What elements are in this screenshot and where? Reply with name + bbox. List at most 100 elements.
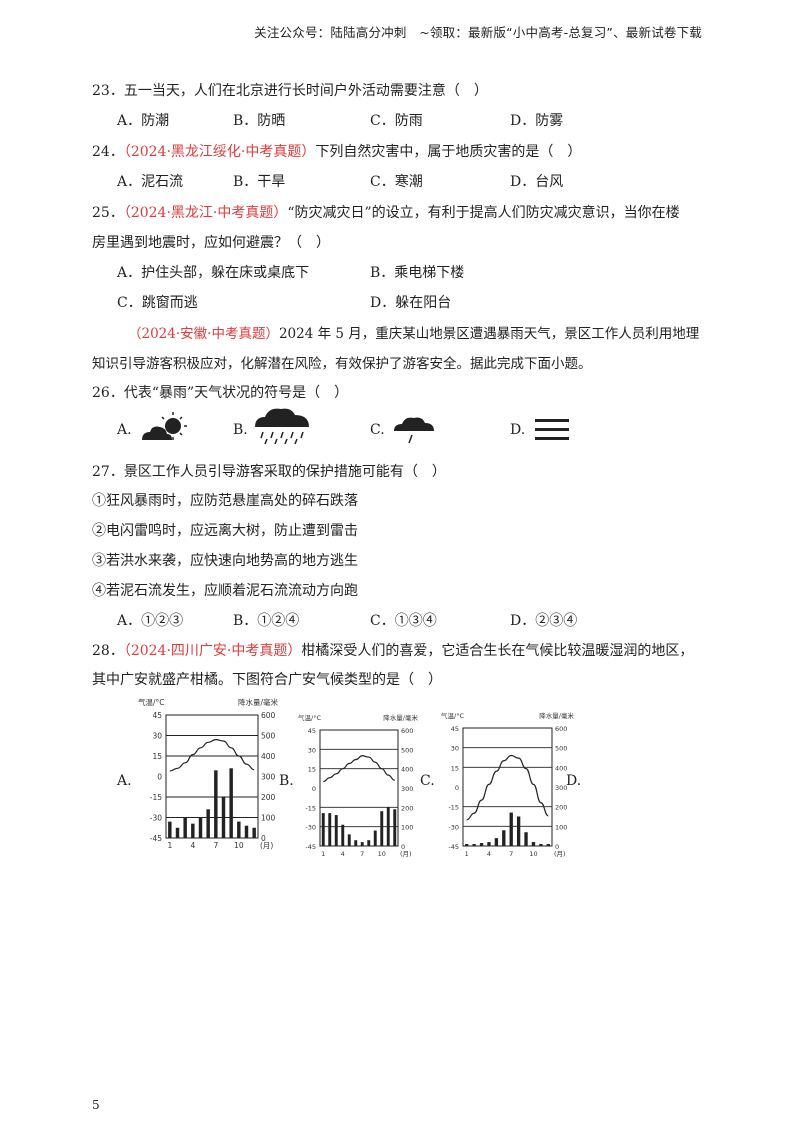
precipitation-bar: [386, 807, 390, 846]
temp-tick-label: 30: [451, 745, 459, 753]
q25-source: （2024·黑龙江·中考真题）: [123, 205, 288, 221]
precipitation-bar: [502, 830, 506, 846]
q27-item-2: ②电闪雷鸣时，应远离大树，防止遭到雷击: [92, 523, 358, 539]
precipitation-bar: [183, 817, 187, 838]
temp-tick-label: -15: [150, 793, 162, 802]
q27-option-d[interactable]: D．②③④: [510, 613, 578, 629]
q23-option-d[interactable]: D．防雾: [510, 113, 564, 129]
q24-option-b[interactable]: B．干旱: [233, 174, 286, 190]
month-tick-label: (月): [260, 841, 273, 850]
q23-option-a[interactable]: A．防潮: [117, 113, 170, 129]
precip-tick-label: 300: [261, 773, 276, 782]
temp-tick-label: 30: [152, 732, 162, 741]
partly-cloudy-icon: [142, 412, 187, 440]
precip-axis-title: 降水量/毫米: [539, 711, 574, 720]
month-tick-label: 10: [234, 841, 244, 850]
temp-tick-label: 45: [308, 727, 316, 735]
temp-tick-label: -15: [448, 804, 459, 812]
q24-source: （2024·黑龙江绥化·中考真题）: [123, 144, 316, 160]
passage-line1: （2024·安徽·中考真题）2024 年 5 月，重庆某山地景区遭遇暴雨天气，景…: [128, 322, 699, 342]
climate-chart-a: 气温/°C 降水量/毫米 45 30 15 0 -15 -30 -45 600 500 400 300 2…: [138, 697, 280, 856]
q26-option-b-label[interactable]: B.: [233, 422, 248, 438]
q27-option-b[interactable]: B．①②④: [233, 613, 300, 629]
passage-source: （2024·安徽·中考真题）: [128, 326, 279, 342]
q23-option-c[interactable]: C．防雨: [370, 113, 423, 129]
precip-axis-title: 降水量/毫米: [238, 697, 279, 707]
chart-frame: [319, 729, 399, 847]
q24-stem-line: 24．（2024·黑龙江绥化·中考真题）下列自然灾害中，属于地质灾害的是（ ）: [92, 141, 581, 161]
q28-option-d-label[interactable]: D.: [566, 773, 582, 789]
precipitation-bar: [373, 830, 377, 846]
q25-stem1: “防灾减灾日”的设立，有利于提高人们防灾减灾意识，当你在楼: [287, 205, 680, 221]
temp-tick-label: -30: [448, 823, 459, 831]
month-tick-label: 7: [509, 850, 513, 858]
precip-tick-label: 400: [555, 764, 567, 772]
q28-number: 28．: [92, 643, 124, 659]
temp-axis-title: 气温/°C: [441, 711, 464, 720]
temp-tick-label: 0: [455, 784, 459, 792]
chart-frame: [165, 714, 259, 839]
q25-option-d[interactable]: D．躲在阳台: [370, 295, 452, 311]
q28-source: （2024·四川广安·中考真题）: [123, 643, 302, 659]
precip-tick-label: 300: [555, 784, 567, 792]
q26-option-c-label[interactable]: C.: [370, 422, 385, 438]
precip-tick-label: 600: [401, 727, 413, 735]
precipitation-bar: [393, 809, 397, 846]
climate-chart-c: 气温/°C 降水量/毫米 45 30 15 0 -15 -30 -45 600 500 400 300 2…: [441, 710, 576, 864]
q25-option-b[interactable]: B．乘电梯下楼: [370, 265, 465, 281]
temp-axis-title: 气温/°C: [138, 697, 165, 707]
precipitation-bar: [531, 842, 536, 846]
passage-line2: 知识引导游客积极应对，化解潜在风险，有效保护了游客安全。据此完成下面小题。: [92, 356, 592, 372]
precipitation-bar: [516, 816, 521, 846]
q27-option-c[interactable]: C．①③④: [370, 613, 437, 629]
precipitation-bar: [367, 840, 371, 846]
q28-option-a-label[interactable]: A.: [117, 773, 132, 789]
q24-option-d[interactable]: D．台风: [510, 174, 564, 190]
precipitation-bar: [341, 824, 345, 846]
precipitation-bar: [168, 821, 172, 838]
precipitation-bar: [347, 834, 351, 846]
q25-option-c[interactable]: C．跳窗而逃: [117, 295, 198, 311]
precip-tick-label: 200: [401, 804, 413, 812]
q24-option-a[interactable]: A．泥石流: [117, 174, 184, 190]
temp-tick-label: 30: [308, 746, 316, 754]
temp-tick-label: -45: [150, 834, 162, 843]
q24-option-c[interactable]: C．寒潮: [370, 174, 423, 190]
month-tick-label: (月): [400, 850, 412, 858]
precipitation-bar: [494, 838, 499, 846]
precipitation-bar: [354, 840, 358, 846]
precipitation-bar: [252, 827, 256, 838]
q25-stem-line2: 房里遇到地震时，应如何避震？（ ）: [92, 235, 330, 251]
precipitation-bar: [214, 770, 218, 838]
q27-item-3: ③若洪水来袭，应快速向地势高的地方逃生: [92, 553, 358, 569]
month-tick-label: 7: [360, 850, 364, 858]
temp-tick-label: 15: [451, 764, 459, 772]
temperature-line: [169, 738, 255, 772]
precip-tick-label: 0: [555, 843, 559, 851]
q26-stem: 26．代表“暴雨”天气状况的符号是（ ）: [92, 385, 349, 401]
precipitation-bar: [191, 823, 195, 838]
q26-option-d-label[interactable]: D.: [510, 422, 526, 438]
q25-option-a[interactable]: A．护住头部，躲在床或桌底下: [117, 265, 310, 281]
month-tick-label: 4: [190, 841, 195, 850]
q28-option-c-label[interactable]: C.: [420, 773, 435, 789]
precip-tick-label: 300: [401, 785, 413, 793]
temp-tick-label: 0: [312, 785, 316, 793]
temp-tick-label: 15: [152, 752, 162, 761]
q28-option-b-label[interactable]: B.: [279, 773, 294, 789]
precip-tick-label: 500: [401, 746, 413, 754]
q26-option-a-label[interactable]: A.: [117, 422, 132, 438]
q27-item-4: ④若泥石流发生，应顺着泥石流流动方向跑: [92, 583, 358, 599]
temp-tick-label: -45: [448, 843, 459, 851]
q28-stem-line1: 28．（2024·四川广安·中考真题）柑橘深受人们的喜爱，它适合生长在气候比较温…: [92, 640, 693, 660]
temp-tick-label: -15: [305, 804, 316, 812]
q23-option-b[interactable]: B．防晒: [233, 113, 286, 129]
month-tick-label: 1: [465, 850, 469, 858]
temp-axis-title: 气温/°C: [298, 713, 321, 722]
q27-option-a[interactable]: A．①②③: [117, 613, 184, 629]
month-tick-label: 10: [529, 850, 537, 858]
q28-stem-line2: 其中广安就盛产柑橘。下图符合广安气候类型的是（ ）: [92, 672, 442, 688]
light-rain-icon: [394, 417, 434, 444]
precip-tick-label: 600: [555, 725, 567, 733]
passage-text1: 2024 年 5 月，重庆某山地景区遭遇暴雨天气，景区工作人员利用地理: [278, 326, 700, 342]
